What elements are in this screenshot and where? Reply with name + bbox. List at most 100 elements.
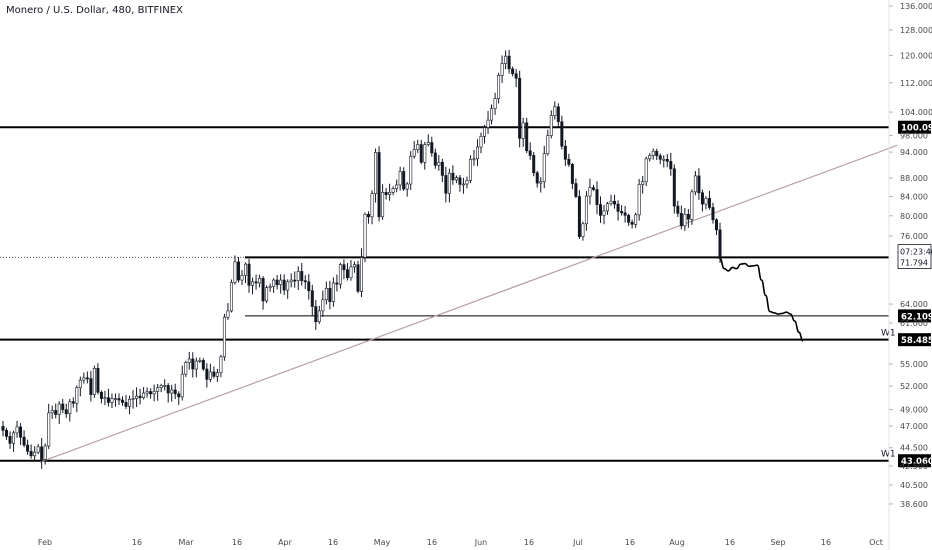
candle-body [219,356,223,373]
candle-body [149,391,153,395]
candle [99,390,103,404]
level-tag: W1 [881,329,896,339]
candle-body [40,446,44,460]
candle [683,207,687,231]
candle-body [289,279,293,283]
trendline [39,144,898,463]
trendline-layer [39,144,898,463]
candle [184,360,188,377]
candle [437,154,441,171]
candle [121,396,125,406]
candle [718,222,722,263]
candle [630,219,634,229]
candle [613,194,617,209]
candle [609,194,613,206]
candle-body [395,184,399,189]
candle-body [57,403,61,415]
candle [82,372,86,384]
candle [222,313,226,361]
candle [194,357,198,378]
candle [61,398,65,414]
candle [170,384,174,402]
candle-body [507,55,511,70]
candle [296,266,300,290]
candle-body [194,360,198,370]
candle [707,190,711,210]
candle [321,290,325,317]
candle [444,166,448,203]
candle-body [349,266,353,279]
candle-body [173,389,177,395]
candle [198,357,202,363]
candle-body [539,181,543,184]
candle-body [254,281,258,284]
price-tick-label: 55.000 [900,360,928,369]
candle-body [222,316,226,358]
candle-body [444,175,448,194]
candle-body [8,436,12,444]
candle [293,271,297,288]
price-tick-label: 61.000 [900,319,928,328]
candle [465,176,469,189]
candle-body [261,278,265,302]
candle-body [440,161,444,176]
candle [363,212,367,263]
candle-body [240,275,244,281]
candle [71,397,75,408]
price-tick-label: 94.000 [900,148,928,157]
candle [655,148,659,161]
price-tick-label: 44.500 [900,444,928,453]
candle [279,274,283,294]
candle [440,158,444,183]
candle-body [560,121,564,147]
candle-body [342,264,346,271]
candle [317,305,321,324]
candle-body [61,403,65,410]
candle-body [475,146,479,160]
time-tick-label: Sep [770,538,785,547]
candle [370,190,374,225]
candle [12,430,16,452]
candle [15,420,19,438]
candle-body [71,401,75,404]
candle-body [64,409,68,414]
candle [36,443,40,455]
candle [106,388,110,407]
candle-body [103,397,107,400]
candle-body [352,264,356,268]
candle [54,403,58,419]
candle-body [546,135,550,155]
candle [229,279,233,313]
candle [426,134,430,147]
candle [1,420,5,437]
candle [637,178,641,221]
candle [669,152,673,176]
candle [641,176,645,194]
candle-body [96,367,100,393]
candle [374,148,378,203]
candle [535,170,539,188]
candle-body [212,371,216,377]
candle [314,299,318,330]
candle [700,189,704,212]
candle [395,179,399,193]
candle-body [187,358,191,363]
price-label: 58.485 [901,336,932,346]
candle [359,248,363,297]
candle [549,110,553,139]
candle [623,205,627,223]
time-tick-label: 16 [625,538,635,547]
time-tick-label: May [374,538,391,547]
candle-body [363,214,367,258]
candle-body [300,271,304,281]
candle-body [676,205,680,214]
candle-body [483,127,487,137]
candle-body [215,372,219,377]
candle [43,443,47,465]
candle [553,101,557,120]
candle-body [85,377,89,380]
price-tick-label: 52.000 [900,382,928,391]
candle [419,139,423,165]
time-tick-label: 16 [328,538,338,547]
